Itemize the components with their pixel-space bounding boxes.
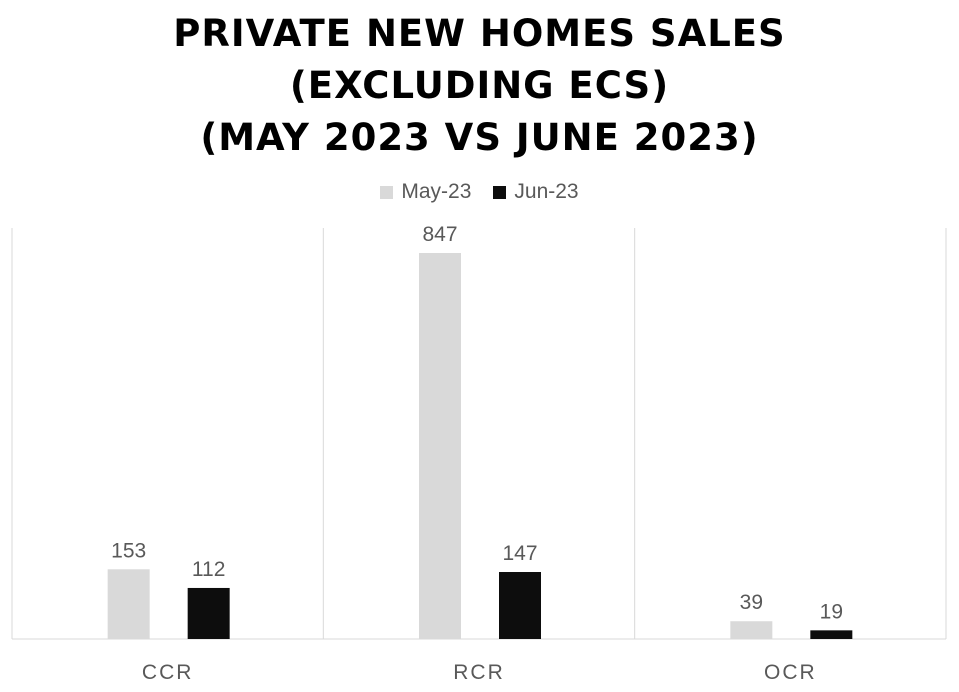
bar-jun-23-ocr bbox=[810, 630, 853, 639]
legend-label-jun: Jun-23 bbox=[514, 180, 579, 203]
x-tick-label-ccr: CCR bbox=[142, 661, 194, 684]
legend-swatch-may bbox=[380, 185, 394, 199]
bar-may-23-rcr bbox=[419, 253, 461, 639]
legend-swatch-jun bbox=[493, 185, 507, 199]
bar-may-23-ocr bbox=[730, 621, 773, 639]
legend-label-may: May-23 bbox=[401, 180, 472, 203]
chart-title-line-3: (MAY 2023 VS JUNE 2023) bbox=[200, 116, 759, 159]
bar-jun-23-ccr bbox=[187, 587, 230, 639]
data-label-may-23-ccr: 153 bbox=[111, 539, 146, 562]
data-label-jun-23-ccr: 112 bbox=[192, 558, 225, 581]
legend-item-jun: Jun-23 bbox=[493, 180, 579, 204]
data-label-jun-23-rcr: 147 bbox=[502, 542, 537, 565]
data-label-may-23-rcr: 847 bbox=[422, 223, 457, 246]
x-tick-label-rcr: RCR bbox=[453, 661, 505, 684]
data-label-jun-23-ocr: 19 bbox=[820, 600, 843, 623]
chart-title-line-1: PRIVATE NEW HOMES SALES bbox=[173, 12, 786, 55]
legend-item-may: May-23 bbox=[380, 180, 471, 204]
chart-title-line-2: (EXCLUDING ECS) bbox=[289, 64, 670, 107]
chart-title: PRIVATE NEW HOMES SALES (EXCLUDING ECS) … bbox=[0, 8, 959, 164]
x-tick-label-ocr: OCR bbox=[764, 661, 817, 684]
bar-jun-23-rcr bbox=[499, 572, 541, 639]
data-label-may-23-ocr: 39 bbox=[740, 591, 763, 614]
bar-may-23-ccr bbox=[107, 569, 150, 639]
chart-legend: May-23 Jun-23 bbox=[0, 180, 959, 204]
